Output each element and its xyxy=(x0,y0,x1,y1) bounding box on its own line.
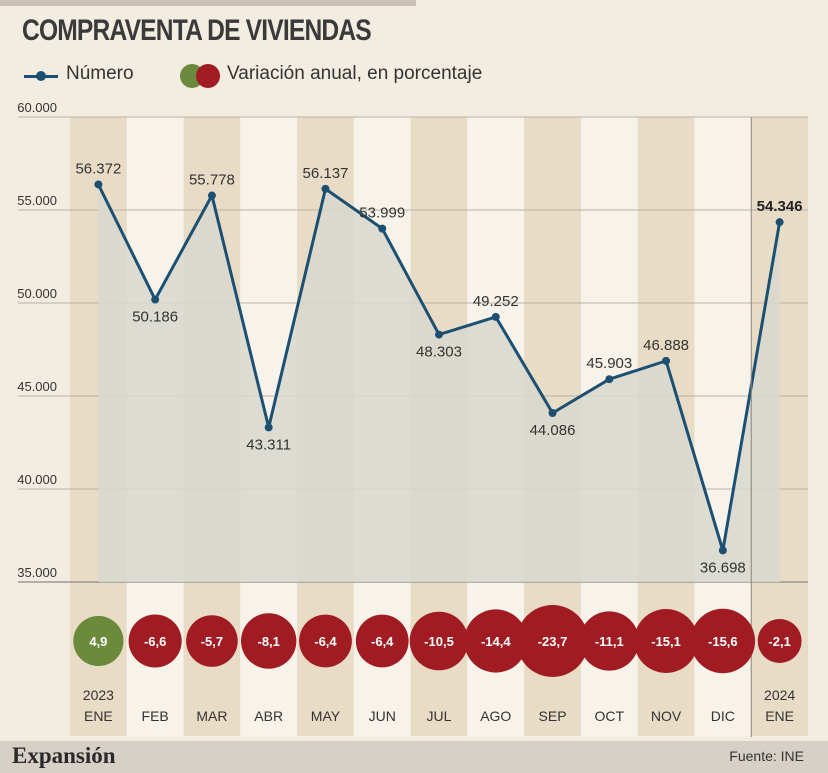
variation-label: -14,4 xyxy=(481,634,511,649)
variation-label: -5,7 xyxy=(201,634,223,649)
data-label: 44.086 xyxy=(530,422,576,439)
footer: Expansión Fuente: INE xyxy=(0,741,828,773)
data-point xyxy=(548,409,557,418)
dot-swatch-icon xyxy=(36,71,46,81)
y-tick-label: 60.000 xyxy=(17,100,57,115)
variation-bubble xyxy=(355,614,409,668)
y-tick-label: 50.000 xyxy=(17,286,57,301)
variation-label: -23,7 xyxy=(538,634,568,649)
y-tick-label: 45.000 xyxy=(17,379,57,394)
data-point xyxy=(264,423,273,432)
red-circle-icon xyxy=(196,64,220,88)
data-label: 46.888 xyxy=(643,337,689,354)
variation-bubble xyxy=(128,614,182,668)
variation-bubble xyxy=(634,609,699,673)
chart-title: COMPRAVENTA DE VIVIENDAS xyxy=(22,14,372,47)
month-label: AGO xyxy=(480,708,511,724)
month-label: DIC xyxy=(711,708,735,724)
data-point xyxy=(662,356,671,365)
variation-label: -10,5 xyxy=(424,634,454,649)
source-note: Fuente: INE xyxy=(729,748,804,764)
variation-label: -11,1 xyxy=(595,634,624,649)
variation-label: -8,1 xyxy=(257,634,279,649)
legend-label-numero: Número xyxy=(66,63,134,84)
month-label: ENE xyxy=(84,708,113,724)
y-tick-label: 35.000 xyxy=(17,565,57,580)
variation-bubble xyxy=(690,608,756,674)
month-label: JUN xyxy=(369,708,396,724)
area-fill xyxy=(98,184,780,582)
month-label: JUL xyxy=(427,708,452,724)
variation-bubble xyxy=(464,609,528,673)
data-point xyxy=(378,224,387,233)
month-label: ABR xyxy=(254,708,283,724)
variation-label: -6,6 xyxy=(144,634,166,649)
data-label: 50.186 xyxy=(132,309,178,326)
month-label: OCT xyxy=(595,708,625,724)
variation-label: 4,9 xyxy=(89,634,107,649)
year-label: 2024 xyxy=(764,687,795,703)
data-label: 36.698 xyxy=(700,559,746,576)
year-label: 2023 xyxy=(83,687,114,703)
variation-bubble xyxy=(186,615,238,667)
data-label: 55.778 xyxy=(189,172,235,189)
data-points xyxy=(94,180,784,555)
brand-logo: Expansión xyxy=(12,743,116,768)
data-point xyxy=(491,312,500,321)
variation-label: -6,4 xyxy=(314,634,337,649)
data-label: 49.252 xyxy=(473,293,519,310)
data-point xyxy=(151,295,160,304)
data-label: 45.903 xyxy=(586,355,632,372)
data-label: 48.303 xyxy=(416,344,462,361)
month-label: MAR xyxy=(196,708,227,724)
data-point xyxy=(435,330,443,339)
chart-canvas: 56.372 50.186 55.778 43.311 56.137 53.999 48.3… xyxy=(17,100,808,737)
variation-label: -6,4 xyxy=(371,634,394,649)
variation-bubble xyxy=(757,619,802,663)
variation-bubble xyxy=(579,611,639,671)
month-label: NOV xyxy=(651,708,682,724)
legend-label-variacion: Variación anual, en porcentaje xyxy=(227,63,483,84)
variation-bubble xyxy=(73,615,124,667)
data-label: 43.311 xyxy=(246,436,291,453)
data-label: 53.999 xyxy=(359,205,405,222)
top-bar xyxy=(0,0,416,6)
variation-bubble xyxy=(516,605,589,677)
y-tick-label: 55.000 xyxy=(17,193,57,208)
y-tick-label: 40.000 xyxy=(17,472,57,487)
data-point xyxy=(321,184,330,193)
y-axis-ticks: 60.000 55.000 50.000 45.000 40.000 35.000 xyxy=(17,100,57,580)
month-label: MAY xyxy=(311,708,341,724)
data-label: 56.372 xyxy=(75,160,121,177)
variation-bubble xyxy=(299,614,352,668)
data-point xyxy=(207,191,216,200)
variation-bubbles: 4,9 -6,6 -5,7 -8,1 -6,4 -6,4 -10,5 -14,4 -23,7 -1… xyxy=(73,605,802,677)
data-point xyxy=(718,546,727,555)
variation-bubble xyxy=(409,611,469,671)
month-label: FEB xyxy=(142,708,169,724)
variation-label: -15,1 xyxy=(651,634,681,649)
data-label: 54.346 xyxy=(757,198,803,215)
month-label: ENE xyxy=(765,708,794,724)
variation-label: -15,6 xyxy=(708,634,738,649)
variation-bubble xyxy=(241,613,297,669)
data-label: 56.137 xyxy=(303,165,349,182)
month-label: SEP xyxy=(539,708,567,724)
data-point xyxy=(775,218,784,227)
data-point xyxy=(94,180,103,189)
variation-label: -2,1 xyxy=(768,634,790,649)
data-point xyxy=(605,375,614,384)
data-labels: 56.372 50.186 55.778 43.311 56.137 53.999 48.3… xyxy=(75,160,802,576)
month-labels: 2023 ENE FEB MAR ABR MAY JUN JUL AGO SEP OCT NOV DIC… xyxy=(83,687,796,724)
